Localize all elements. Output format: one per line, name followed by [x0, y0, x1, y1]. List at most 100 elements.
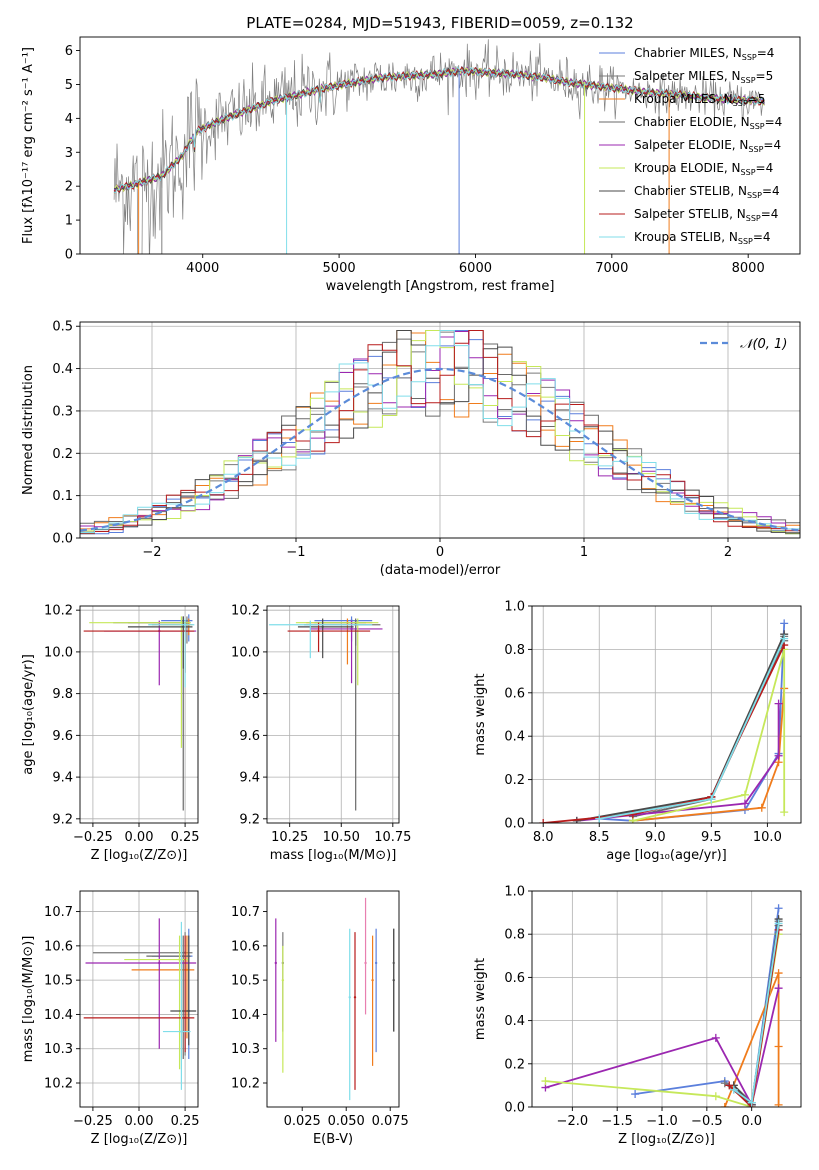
- x-tick-label: −0.25: [73, 830, 113, 845]
- y-axis-label: age [log₁₀(age/yr)]: [21, 654, 36, 775]
- y-axis-label: Normed distribution: [21, 365, 36, 495]
- x-tick-label: 1: [580, 545, 588, 560]
- legend-label: Kroupa MILES, NSSP=5: [634, 92, 765, 108]
- x-tick-label: 10.0: [753, 830, 782, 845]
- series-marker: [747, 1098, 756, 1107]
- y-tick-label: 9.8: [52, 687, 73, 702]
- y-axis-label: mass weight: [473, 673, 488, 755]
- x-tick-label: 8000: [732, 261, 765, 276]
- data-point: [374, 961, 378, 965]
- x-tick-label: 9.5: [701, 830, 722, 845]
- plot-area: [269, 616, 383, 811]
- x-tick-label: −0.5: [691, 1114, 723, 1129]
- y-tick-label: 0.0: [504, 817, 525, 832]
- x-axis-label: Z [log₁₀(Z/Z⊙)]: [618, 1132, 715, 1147]
- x-tick-label: −0.25: [73, 1114, 113, 1129]
- y-tick-label: 0.6: [504, 686, 525, 701]
- series-marker: [720, 1103, 729, 1107]
- legend-label: Kroupa STELIB, NSSP=4: [634, 230, 771, 246]
- series-marker: [774, 904, 783, 913]
- series-marker: [711, 1033, 720, 1042]
- data-point: [183, 623, 187, 626]
- x-tick-label: 10.50: [323, 830, 360, 845]
- series-marker: [774, 1100, 783, 1107]
- x-axis-label: E(B-V): [313, 1132, 353, 1147]
- x-tick-label: 0.00: [125, 830, 154, 845]
- series-line: [599, 623, 786, 822]
- y-tick-label: 10.0: [44, 645, 73, 660]
- data-point: [348, 996, 351, 999]
- y-tick-label: 9.2: [239, 812, 260, 827]
- plot-area: [83, 918, 197, 1090]
- x-axis-label: mass [log₁₀(M/M⊙)]: [270, 848, 397, 863]
- y-tick-label: 9.4: [239, 771, 260, 786]
- x-tick-label: 10.75: [374, 830, 411, 845]
- legend-label: Chabrier ELODIE, NSSP=4: [634, 115, 782, 131]
- series-marker: [711, 1092, 720, 1101]
- x-axis-label: Z [log₁₀(Z/Z⊙)]: [91, 848, 188, 863]
- x-tick-label: 5000: [323, 261, 356, 276]
- data-point: [183, 1016, 187, 1020]
- y-tick-label: 0.8: [504, 928, 525, 943]
- x-tick-label: −2: [142, 545, 161, 560]
- legend-label: Salpeter ELODIE, NSSP=4: [634, 138, 781, 154]
- y-tick-label: 0.6: [504, 971, 525, 986]
- y-tick-label: 5: [65, 78, 73, 93]
- data-point: [321, 625, 324, 629]
- y-tick-label: 10.5: [44, 974, 73, 989]
- data-point: [356, 621, 359, 624]
- series-marker: [780, 634, 789, 643]
- series-line: [733, 923, 780, 1105]
- legend-label: Salpeter STELIB, NSSP=4: [634, 207, 778, 223]
- x-tick-label: 0: [436, 545, 444, 560]
- y-tick-label: 9.4: [52, 771, 73, 786]
- series-marker: [774, 1042, 783, 1051]
- panel-age_vs_Z: −0.25 0.00 0.25 9.2 9.4 9.6 9.8 10.0 10.2 Z [log₁…: [21, 604, 200, 863]
- data-point: [158, 961, 161, 965]
- series-marker: [774, 969, 783, 978]
- y-tick-label: 0.5: [52, 320, 73, 335]
- x-tick-label: −1.5: [601, 1114, 633, 1129]
- y-tick-label: 9.6: [239, 729, 260, 744]
- x-tick-label: 0.25: [171, 830, 200, 845]
- x-axis-label: wavelength [Angstrom, rest frame]: [326, 279, 555, 294]
- series-marker: [757, 803, 766, 812]
- y-tick-label: 9.8: [239, 687, 260, 702]
- y-tick-label: 10.2: [231, 1077, 260, 1092]
- data-point: [364, 961, 367, 965]
- series-line: [632, 688, 786, 822]
- series-line: [632, 649, 786, 822]
- spectrum-legend: Chabrier MILES, NSSP=4 Salpeter MILES, NS…: [599, 46, 782, 246]
- series-marker: [595, 814, 604, 823]
- data-point: [187, 1009, 190, 1013]
- data-point: [180, 1030, 183, 1033]
- y-tick-label: 0.4: [52, 362, 73, 377]
- series-marker: [539, 819, 548, 823]
- plot-area: [274, 897, 395, 1101]
- y-axis-label: mass weight: [473, 958, 488, 1040]
- axes-frame: [266, 890, 400, 1108]
- panel-mass_vs_Z: −0.25 0.00 0.25 10.2 10.3 10.4 10.5 10.6 10.7 Z […: [21, 890, 200, 1147]
- series-marker: [725, 1081, 734, 1090]
- series-line: [723, 972, 780, 1107]
- y-tick-label: 10.7: [231, 905, 260, 920]
- panel-mass_weight_vs_Z: −2.0 −1.5 −1.0 −0.5 0.0 0.0 0.2 0.4 0.6 0.8 1.0 Z […: [473, 885, 802, 1147]
- x-tick-label: 0.00: [125, 1114, 154, 1129]
- x-tick-label: 9.0: [645, 830, 666, 845]
- y-tick-label: 10.5: [231, 974, 260, 989]
- panel-spectrum: 4000 5000 6000 7000 8000 0 1 2 3 4 5 6 wavelength [A…: [21, 36, 801, 294]
- plot-area: [83, 614, 197, 811]
- x-axis-label: age [log₁₀(age/yr)]: [606, 848, 727, 863]
- data-point: [185, 968, 189, 972]
- x-tick-label: −1: [286, 545, 305, 560]
- series-marker: [774, 699, 783, 708]
- y-tick-label: 0.8: [504, 643, 525, 658]
- y-tick-label: 0.2: [504, 773, 525, 788]
- legend-label: 𝒩(0, 1): [740, 337, 787, 352]
- y-tick-label: 1: [65, 214, 73, 229]
- x-tick-label: 2: [724, 545, 732, 560]
- y-tick-label: 9.2: [52, 812, 73, 827]
- plot-area: [541, 904, 783, 1107]
- x-tick-label: 0.025: [284, 1114, 321, 1129]
